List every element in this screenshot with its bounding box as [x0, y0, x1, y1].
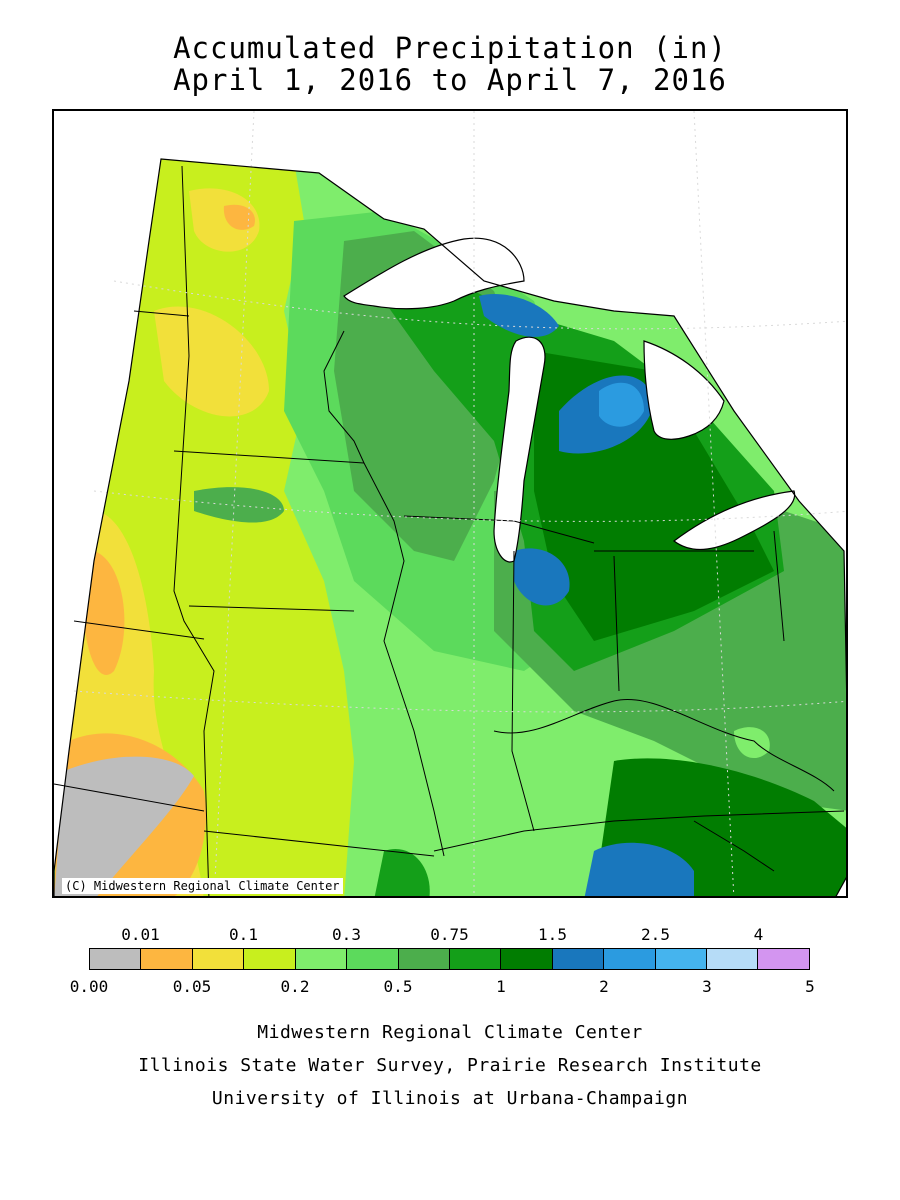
map-canvas	[54, 111, 846, 896]
boundary-mn-west	[173, 165, 215, 896]
gridline-lat-2	[93, 490, 846, 522]
precip-zone-0.05-0.1-north	[189, 188, 260, 252]
legend-swatch	[552, 949, 605, 969]
boundary-va-tn	[693, 820, 775, 872]
precip-zone-1.5-2-tn	[584, 842, 694, 896]
map-title: Accumulated Precipitation (in)	[173, 31, 727, 65]
boundary-in-oh	[613, 555, 620, 692]
precip-zone-0.05-0.1-nd	[154, 306, 269, 417]
map-domain-outline	[54, 158, 846, 896]
legend-label-bottom: 0.00	[69, 977, 109, 996]
precipitation-map: (C) Midwestern Regional Climate Center	[52, 109, 848, 898]
legend-swatch	[501, 949, 553, 969]
state-boundaries	[54, 165, 845, 896]
copyright-notice: (C) Midwestern Regional Climate Center	[62, 878, 343, 894]
legend-label-bottom: 0.5	[383, 977, 413, 996]
map-date-range: April 1, 2016 to April 7, 2016	[173, 63, 727, 97]
lake-erie	[672, 490, 796, 550]
legend-swatch	[192, 949, 245, 969]
credit-line-1: Midwestern Regional Climate Center	[257, 1022, 643, 1043]
boundary-ohio-river	[493, 699, 835, 792]
lake-huron	[643, 340, 725, 440]
legend-label-bottom: 2	[599, 977, 609, 996]
gridline-lat-1	[113, 280, 846, 330]
boundary-mo-ar	[203, 830, 435, 857]
precip-zone-0.2-0.3-wv	[734, 727, 770, 759]
legend-label-bottom: 0.05	[172, 977, 212, 996]
legend-swatch	[655, 949, 708, 969]
precip-shading	[54, 159, 846, 896]
legend: 0.01 0.1 0.3 0.75 1.5 2.5 4 0.00 0.05 0.2 0.5 1 2 3 5	[0, 920, 900, 1000]
precip-zone-1.5-2-illinois	[514, 548, 570, 606]
legend-label-bottom: 0.2	[280, 977, 310, 996]
boundary-oh-pa	[773, 530, 785, 642]
legend-label-bottom: 5	[805, 977, 815, 996]
boundary-ks-ok	[54, 783, 205, 812]
boundary-ky-tn	[433, 810, 845, 852]
precip-zone-1.5-2-up	[479, 294, 559, 337]
precip-zone-0.75-1-missouri	[374, 849, 430, 896]
legend-label-top: 1.5	[538, 925, 567, 944]
legend-label-top: 4	[753, 925, 764, 944]
credit-line-3: University of Illinois at Urbana-Champai…	[211, 1088, 689, 1109]
legend-label-bottom: 3	[702, 977, 712, 996]
legend-swatch	[141, 949, 193, 969]
legend-label-top: 0.1	[229, 925, 258, 944]
legend-swatch	[90, 949, 142, 969]
legend-label-top: 0.01	[121, 925, 160, 944]
boundary-ne-ia	[188, 605, 355, 612]
precip-zone-0.01-0.05-north	[223, 204, 255, 230]
legend-label-bottom: 1	[496, 977, 506, 996]
boundary-nd-sd	[133, 310, 190, 317]
legend-swatch	[295, 949, 348, 969]
legend-color-bar	[89, 948, 810, 970]
boundary-ne-ks	[73, 620, 205, 640]
legend-swatch	[758, 949, 809, 969]
graticule	[73, 111, 846, 896]
legend-swatch	[449, 949, 502, 969]
precip-zone-0.5-0.75-sd	[194, 487, 284, 523]
precip-zone-2-2.5	[599, 382, 644, 427]
legend-swatch	[707, 949, 759, 969]
credit-line-2: Illinois State Water Survey, Prairie Res…	[138, 1055, 762, 1076]
legend-swatch	[398, 949, 450, 969]
legend-swatch	[347, 949, 399, 969]
boundary-sd-ia	[173, 450, 365, 464]
great-lakes	[343, 237, 796, 563]
legend-label-top: 2.5	[641, 925, 670, 944]
legend-swatch	[244, 949, 296, 969]
boundary-il-in	[511, 550, 535, 832]
boundary-mississippi	[323, 330, 445, 857]
legend-label-top: 0.75	[430, 925, 469, 944]
precip-zone-0.00-0.01	[54, 756, 194, 896]
legend-label-top: 0.3	[332, 925, 361, 944]
precip-zone-0.01-0.05-west	[83, 551, 125, 675]
legend-swatch	[604, 949, 656, 969]
